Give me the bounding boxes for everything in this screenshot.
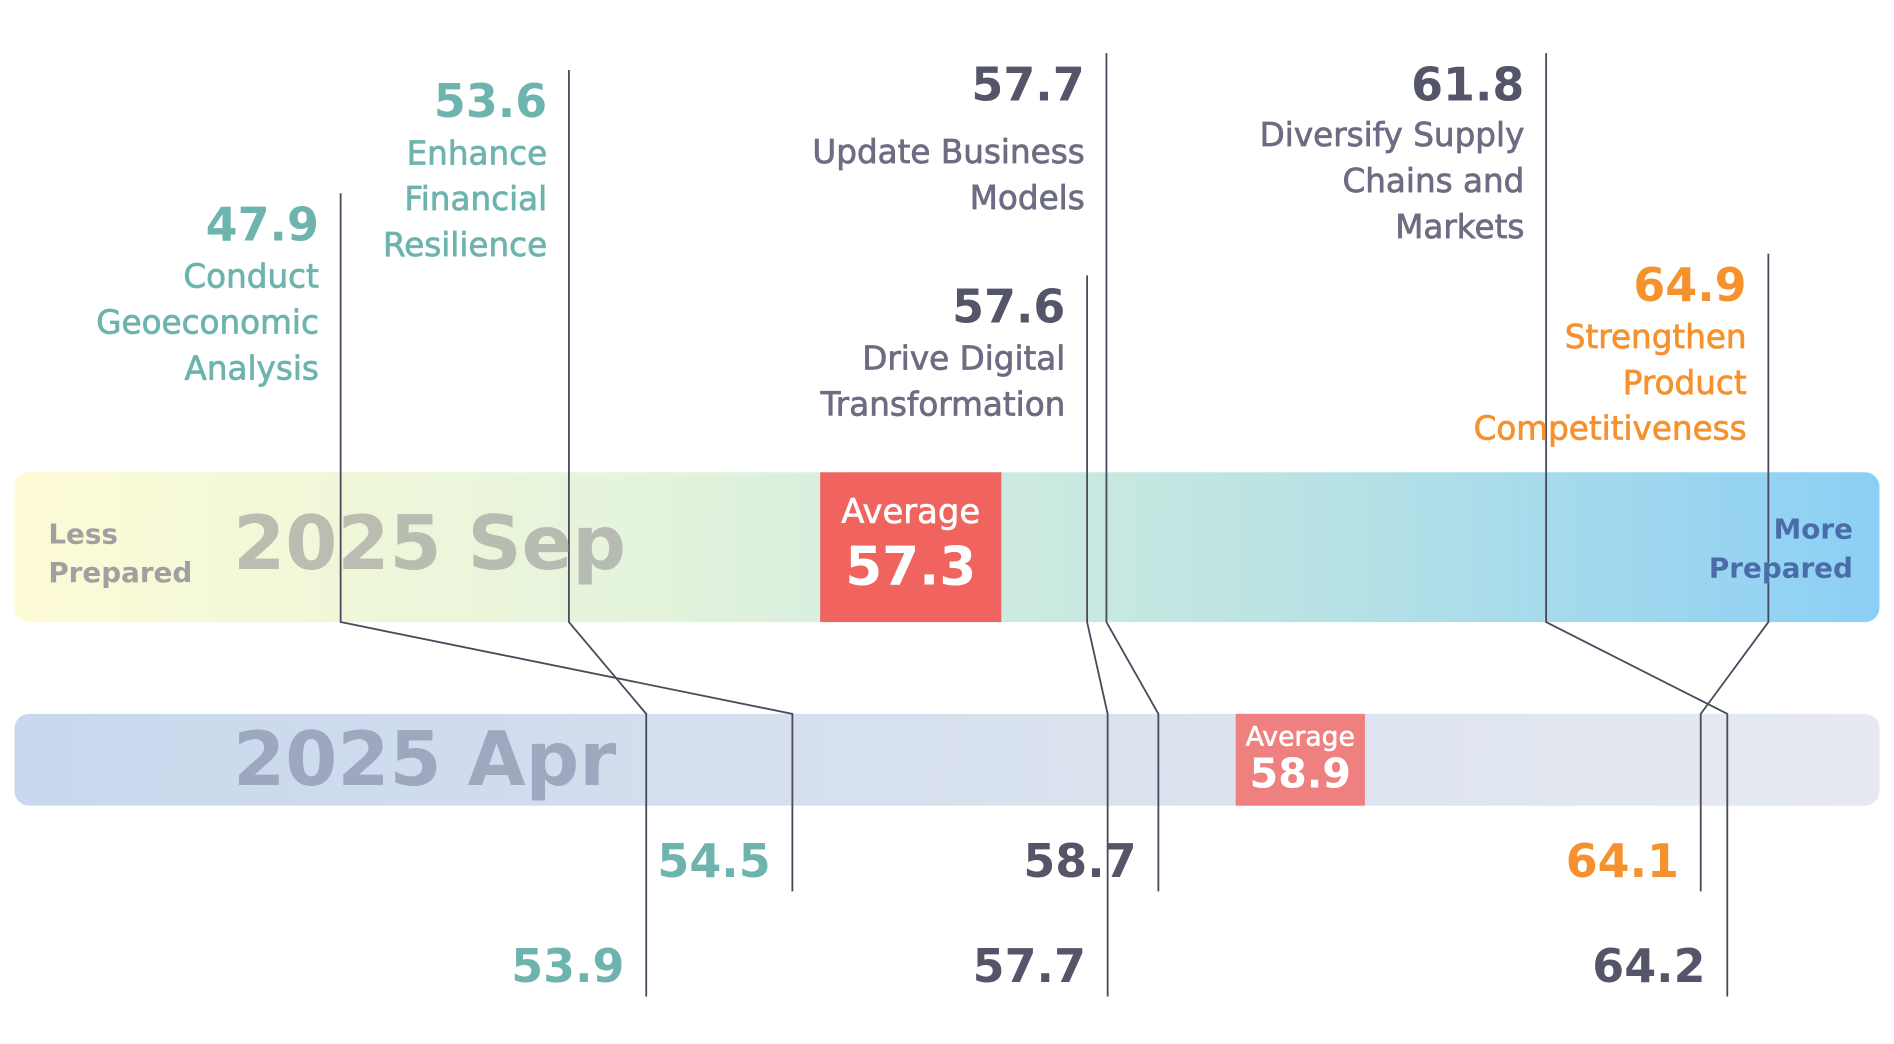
category-label: Enhance Financial Resilience (382, 135, 548, 265)
average-value: 57.3 (845, 536, 977, 598)
apr-band (14, 713, 1880, 806)
sep-value: 61.8 (1411, 57, 1525, 112)
average-value: 58.9 (1249, 750, 1351, 799)
year-label: 2025 Sep (233, 498, 626, 588)
connector-line (1699, 253, 1770, 892)
average-label: Average (841, 491, 981, 532)
average-box (1235, 713, 1365, 806)
apr-value: 57.7 (972, 939, 1086, 993)
sep-value: 53.6 (433, 74, 548, 129)
category-label: Update Business Models (812, 134, 1085, 218)
axis-label: Less Prepared (48, 519, 193, 590)
average-label: Average (1245, 722, 1355, 753)
connector-line (1086, 275, 1109, 997)
category-label: Conduct Geoeconomic Analysis (96, 258, 319, 388)
average-box (820, 472, 1002, 623)
axis-label: More Prepared (1708, 514, 1853, 585)
category-label: Diversify Supply Chains and Markets (1259, 117, 1525, 247)
category-label: Drive Digital Transformation (820, 340, 1066, 424)
apr-value: 53.9 (511, 939, 625, 993)
apr-value: 54.5 (657, 834, 771, 888)
sep-value: 47.9 (205, 198, 319, 252)
category-label: Strengthen Product Competitiveness (1473, 318, 1747, 449)
connector-line (568, 70, 648, 997)
connector-line (339, 193, 794, 892)
sep-value: 57.6 (952, 280, 1066, 334)
year-label: 2025 Apr (233, 715, 617, 804)
connector-line (1545, 53, 1729, 997)
sep-value: 64.9 (1633, 258, 1747, 312)
apr-value: 64.2 (1592, 939, 1706, 993)
sep-value: 57.7 (971, 57, 1085, 112)
connector-line (1105, 53, 1160, 892)
apr-value: 64.1 (1565, 834, 1679, 888)
apr-value: 58.7 (1023, 834, 1137, 888)
